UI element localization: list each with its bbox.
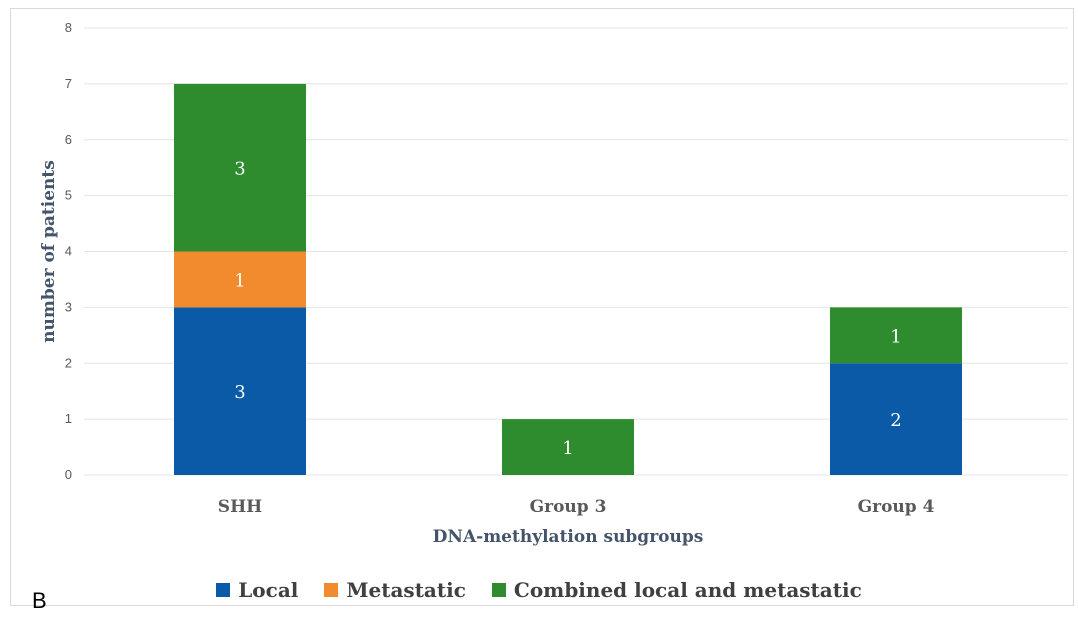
y-tick-label-2: 2	[65, 355, 72, 370]
y-tick-label-3: 3	[65, 299, 72, 314]
y-tick-label-8: 8	[65, 20, 72, 35]
category-label-1: Group 3	[530, 497, 607, 517]
bar-segment-combined-0	[174, 83, 306, 252]
bar-segment-metastatic-0	[174, 251, 306, 308]
legend: Local Metastatic Combined local and meta…	[0, 578, 1078, 602]
data-label-combined-1: 1	[562, 438, 573, 459]
legend-swatch-combined	[491, 583, 506, 597]
legend-label-metastatic: Metastatic	[346, 578, 466, 602]
category-labels: SHH Group 3 Group 4	[218, 497, 935, 517]
bar-segment-local-0	[174, 307, 306, 475]
y-tick-label-0: 0	[65, 467, 72, 482]
legend-label-combined: Combined local and metastatic	[513, 578, 862, 602]
legend-swatch-metastatic	[324, 583, 339, 597]
y-tick-label-7: 7	[65, 76, 72, 91]
data-label-local-2: 2	[890, 410, 901, 431]
x-axis-title: DNA-methylation subgroups	[433, 527, 704, 547]
y-tick-labels: 0 1 2 3 4 5 6 7 8	[65, 20, 72, 482]
category-label-0: SHH	[218, 497, 262, 517]
bars: 3 1 3 1 2 1	[174, 83, 962, 475]
bar-segment-combined-1	[502, 419, 634, 475]
y-tick-label-6: 6	[65, 132, 72, 147]
legend-item-local: Local	[216, 578, 298, 602]
y-tick-label-4: 4	[65, 244, 72, 259]
legend-swatch-local	[216, 583, 231, 597]
bar-segment-local-2	[830, 363, 962, 475]
legend-item-metastatic: Metastatic	[324, 578, 466, 602]
data-label-local-0: 3	[234, 382, 245, 403]
data-label-metastatic-0: 1	[234, 270, 245, 291]
bar-segment-combined-2	[830, 307, 962, 364]
legend-item-combined: Combined local and metastatic	[491, 578, 862, 602]
y-tick-label-5: 5	[65, 188, 72, 203]
data-label-combined-2: 1	[890, 326, 901, 347]
panel-label: B	[32, 588, 47, 613]
legend-label-local: Local	[238, 578, 299, 602]
data-label-combined-0: 3	[234, 159, 245, 180]
category-label-2: Group 4	[858, 497, 935, 517]
stacked-bar-chart: 0 1 2 3 4 5 6 7 8 3 1 3 1 2 1 SHH Group 3 Group 4 numbe…	[39, 20, 1068, 547]
y-axis-title: number of patients	[39, 160, 59, 343]
chart-frame	[10, 8, 1074, 606]
y-tick-label-1: 1	[65, 411, 72, 426]
